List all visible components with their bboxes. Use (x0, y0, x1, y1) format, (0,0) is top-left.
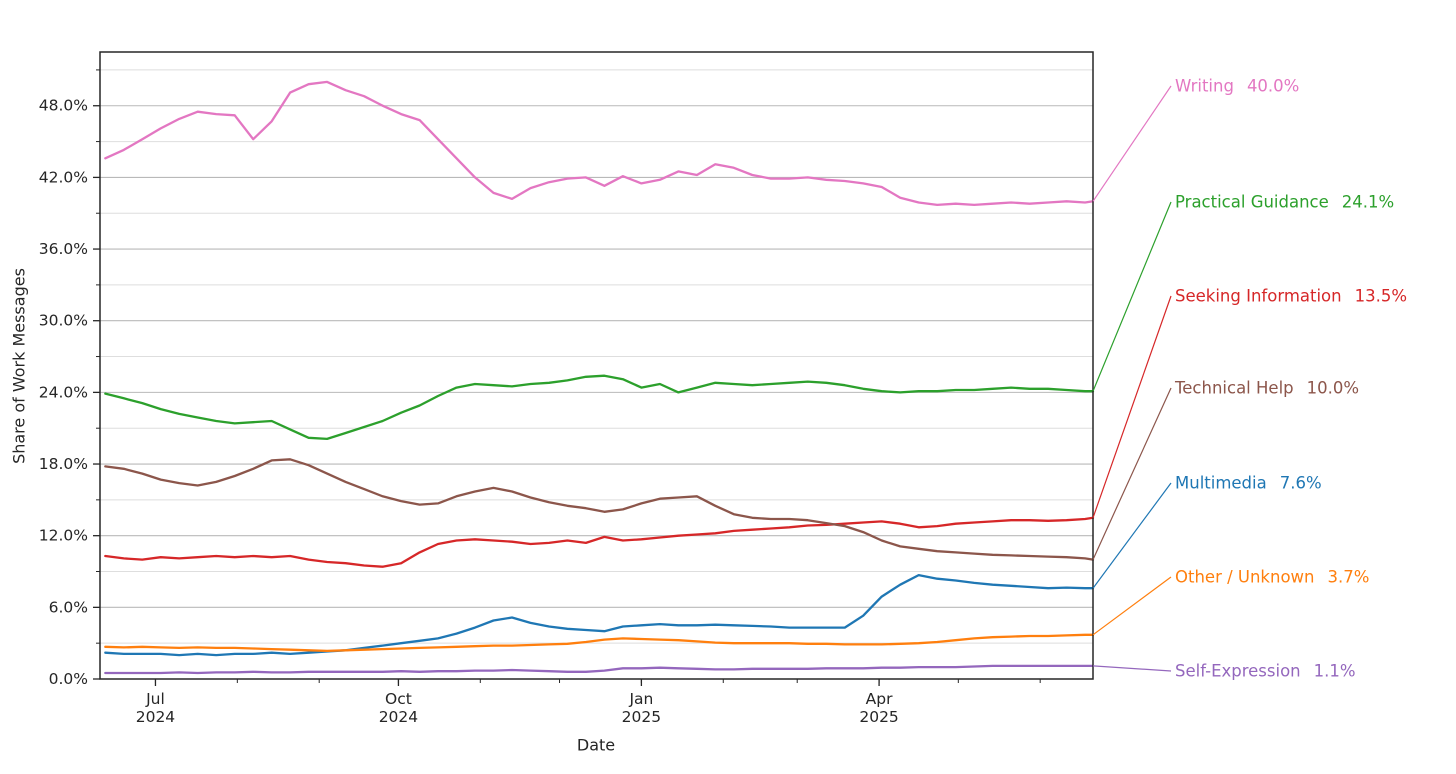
leader-lines (1092, 85, 1172, 672)
series-label-writing: Writing 40.0% (1175, 77, 1299, 96)
series-label-self-expression: Self-Expression 1.1% (1175, 662, 1356, 681)
series-line-technical-help (104, 458, 1095, 561)
y-tick-label: 24.0% (39, 383, 88, 401)
series-name: Writing (1175, 76, 1234, 96)
series-label-multimedia: Multimedia 7.6% (1175, 474, 1322, 493)
series-name: Multimedia (1175, 473, 1267, 493)
y-tick-label: 18.0% (39, 455, 88, 473)
series-line-practical-guidance (104, 374, 1095, 441)
series-line-seeking-information (104, 516, 1095, 568)
x-tick-label-month: Oct (385, 690, 412, 708)
series-end-value: 24.1% (1341, 192, 1395, 212)
x-tick-label-month: Jul (145, 690, 165, 708)
plot-border (99, 51, 1094, 680)
series-end-value: 1.1% (1313, 661, 1356, 681)
tick-labels: 0.0% 6.0% 12.0% 18.0% 24.0% 30.0% 36.0% 42.0% 48… (39, 97, 899, 726)
series-line-self-expression (104, 664, 1095, 675)
series-name: Other / Unknown (1175, 567, 1315, 587)
x-tick-label-year: 2025 (859, 708, 898, 726)
y-tick-label: 12.0% (39, 527, 88, 545)
series-line-writing (104, 80, 1095, 207)
series-end-value: 7.6% (1279, 473, 1322, 493)
series-name: Technical Help (1175, 378, 1294, 398)
series-name: Seeking Information (1175, 286, 1342, 306)
series-name: Practical Guidance (1175, 192, 1329, 212)
x-tick-label-month: Jan (628, 690, 653, 708)
series-label-practical-guidance: Practical Guidance 24.1% (1175, 193, 1394, 212)
series-lines (104, 80, 1095, 675)
y-axis-title: Share of Work Messages (9, 268, 29, 464)
series-end-value: 10.0% (1306, 378, 1360, 398)
y-tick-label: 36.0% (39, 240, 88, 258)
y-tick-label: 30.0% (39, 312, 88, 330)
series-label-technical-help: Technical Help 10.0% (1175, 379, 1359, 398)
series-line-multimedia (104, 573, 1095, 657)
y-tick-label: 0.0% (49, 670, 88, 688)
series-name: Self-Expression (1175, 661, 1301, 681)
y-tick-label: 6.0% (49, 598, 88, 616)
x-tick-label-year: 2024 (136, 708, 175, 726)
series-line-other-unknown (104, 633, 1095, 653)
x-tick-label-year: 2025 (622, 708, 661, 726)
series-end-value: 40.0% (1246, 76, 1300, 96)
series-end-value: 3.7% (1327, 567, 1370, 587)
series-label-other-unknown: Other / Unknown 3.7% (1175, 568, 1369, 587)
x-axis-title: Date (576, 735, 616, 755)
axis-ticks (93, 69, 1041, 686)
y-tick-label: 48.0% (39, 97, 88, 115)
y-tick-label: 42.0% (39, 168, 88, 186)
series-end-value: 13.5% (1354, 286, 1408, 306)
series-label-seeking-information: Seeking Information 13.5% (1175, 287, 1407, 306)
x-tick-label-month: Apr (866, 690, 893, 708)
x-tick-label-year: 2024 (379, 708, 418, 726)
